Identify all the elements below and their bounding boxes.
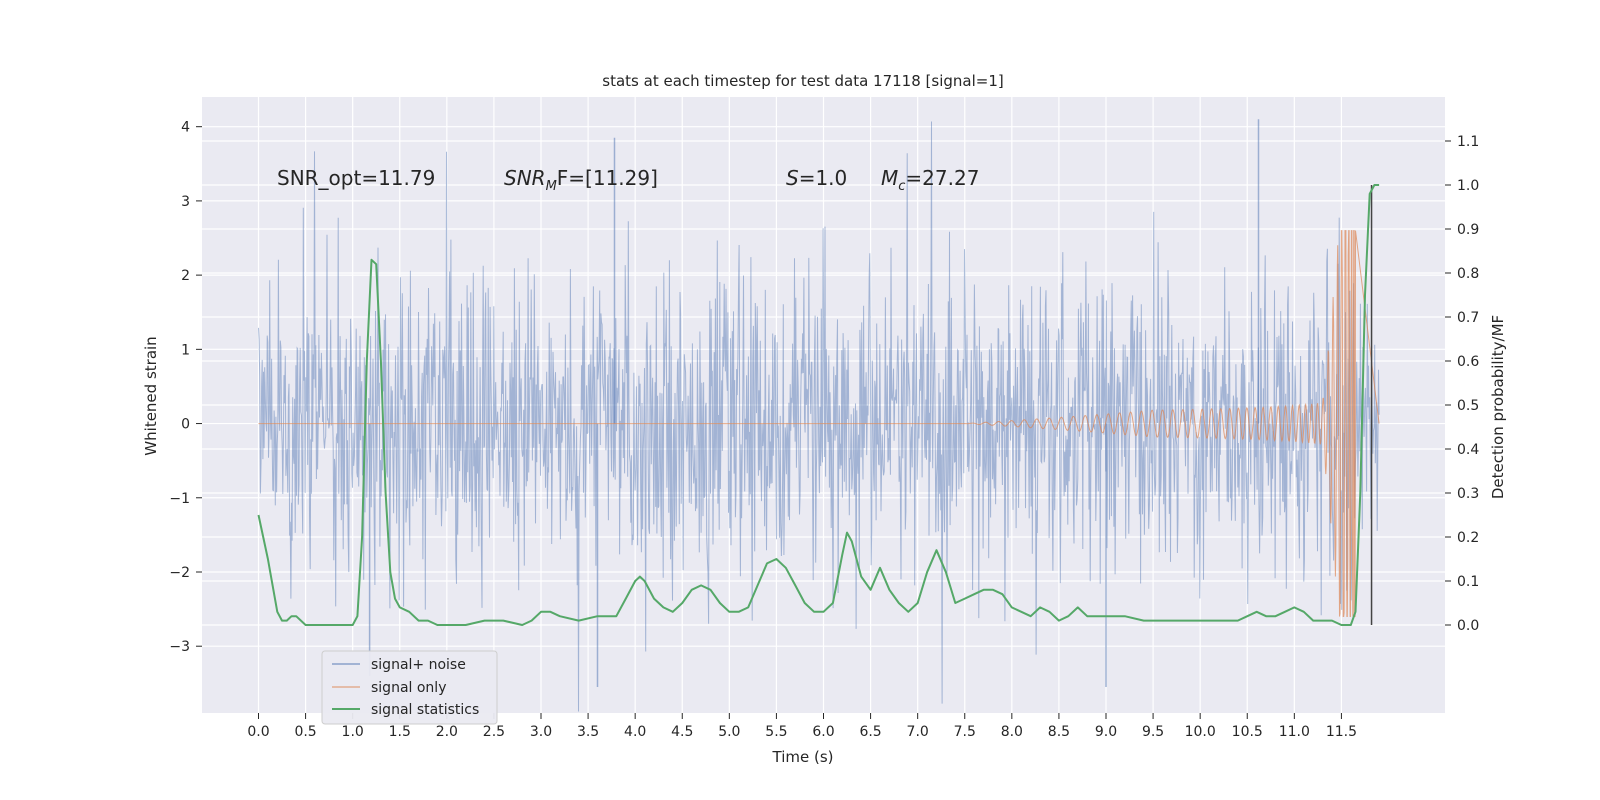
signal-line	[258, 230, 1380, 617]
right-tick-label: 1.0	[1457, 178, 1479, 194]
x-tick-label: 0.5	[294, 724, 316, 740]
x-tick-label: 2.0	[436, 724, 458, 740]
left-tick-label: −1	[169, 491, 190, 507]
x-axis-label: Time (s)	[772, 748, 834, 766]
left-tick-label: 0	[181, 417, 190, 433]
x-tick-label: 8.0	[1001, 724, 1023, 740]
left-tick-label: −3	[169, 639, 190, 655]
right-tick-label: 0.8	[1457, 266, 1479, 282]
right-tick-label: 1.1	[1457, 134, 1479, 150]
chart-title: stats at each timestep for test data 171…	[602, 72, 1003, 90]
x-tick-label: 1.0	[342, 724, 364, 740]
x-tick-label: 10.0	[1185, 724, 1216, 740]
x-axis-ticks: 0.0 0.5 1.0 1.5 2.0 2.5 3.0 3.5 4.0 4.5 5.0 5.5 6.0 6…	[247, 713, 1357, 740]
legend: signal+ noise signal only signal statist…	[321, 650, 498, 725]
right-tick-label: 0.2	[1457, 530, 1479, 546]
mc-value: =27.27	[905, 166, 979, 190]
x-tick-label: 6.0	[812, 724, 834, 740]
s-annotation: S=1.0	[786, 166, 847, 190]
x-tick-label: 6.5	[859, 724, 881, 740]
s-symbol: S	[786, 166, 799, 190]
x-tick-label: 3.5	[577, 724, 599, 740]
right-tick-label: 0.0	[1457, 618, 1479, 634]
s-value: =1.0	[799, 166, 848, 190]
x-tick-label: 8.5	[1048, 724, 1070, 740]
left-axis-ticks: −3 −2 −1 0 1 2 3 4	[169, 120, 202, 655]
x-tick-label: 10.5	[1232, 724, 1263, 740]
right-tick-label: 0.1	[1457, 574, 1479, 590]
x-tick-label: 5.0	[718, 724, 740, 740]
grid-lines	[202, 97, 1445, 713]
mc-subscript: c	[898, 179, 905, 194]
x-tick-label: 11.0	[1279, 724, 1310, 740]
left-axis-label: Whitened strain	[142, 336, 160, 455]
stats-series	[257, 184, 1380, 626]
right-tick-label: 0.4	[1457, 442, 1479, 458]
legend-label-signal: signal only	[371, 680, 446, 696]
left-tick-label: −2	[169, 565, 190, 581]
x-tick-label: 7.0	[907, 724, 929, 740]
legend-label-stats: signal statistics	[371, 702, 479, 718]
left-tick-label: 3	[181, 194, 190, 210]
x-tick-label: 0.0	[247, 724, 269, 740]
noise-line	[258, 121, 1380, 712]
snr-mf-annotation: SNRMF=[11.29]	[504, 166, 658, 194]
legend-box	[321, 650, 498, 725]
snr-mf-symbol: SNR	[504, 166, 546, 190]
x-tick-label: 9.0	[1095, 724, 1117, 740]
right-axis-ticks: 0.0 0.1 0.2 0.3 0.4 0.5 0.6 0.7 0.8 0.9 1.0 1.1	[1445, 134, 1479, 634]
signal-series	[258, 230, 1380, 617]
right-tick-label: 0.5	[1457, 398, 1479, 414]
left-tick-label: 4	[181, 120, 190, 136]
left-tick-label: 2	[181, 268, 190, 284]
x-tick-label: 4.0	[624, 724, 646, 740]
right-tick-label: 0.3	[1457, 486, 1479, 502]
x-tick-label: 11.5	[1326, 724, 1357, 740]
x-tick-label: 4.5	[671, 724, 693, 740]
mc-symbol: M	[881, 166, 898, 190]
mc-annotation: Mc=27.27	[881, 166, 979, 194]
x-tick-label: 1.5	[389, 724, 411, 740]
right-axis-label: Detection probability/MF	[1489, 315, 1507, 499]
noise-series	[258, 119, 1380, 712]
x-tick-label: 3.0	[530, 724, 552, 740]
snr-mf-subscript: M	[546, 179, 557, 194]
snr-opt-annotation: SNR_opt=11.79	[277, 166, 435, 190]
snr-mf-value: F=[11.29]	[557, 166, 658, 190]
left-tick-label: 1	[181, 342, 190, 358]
stats-line	[257, 184, 1380, 626]
noise-peaks	[368, 119, 1260, 687]
right-tick-label: 0.9	[1457, 222, 1479, 238]
right-tick-label: 0.6	[1457, 354, 1479, 370]
x-tick-label: 7.5	[954, 724, 976, 740]
right-tick-label: 0.7	[1457, 310, 1479, 326]
x-tick-label: 5.5	[765, 724, 787, 740]
legend-label-noise: signal+ noise	[371, 657, 466, 673]
x-tick-label: 9.5	[1142, 724, 1164, 740]
x-tick-label: 2.5	[483, 724, 505, 740]
